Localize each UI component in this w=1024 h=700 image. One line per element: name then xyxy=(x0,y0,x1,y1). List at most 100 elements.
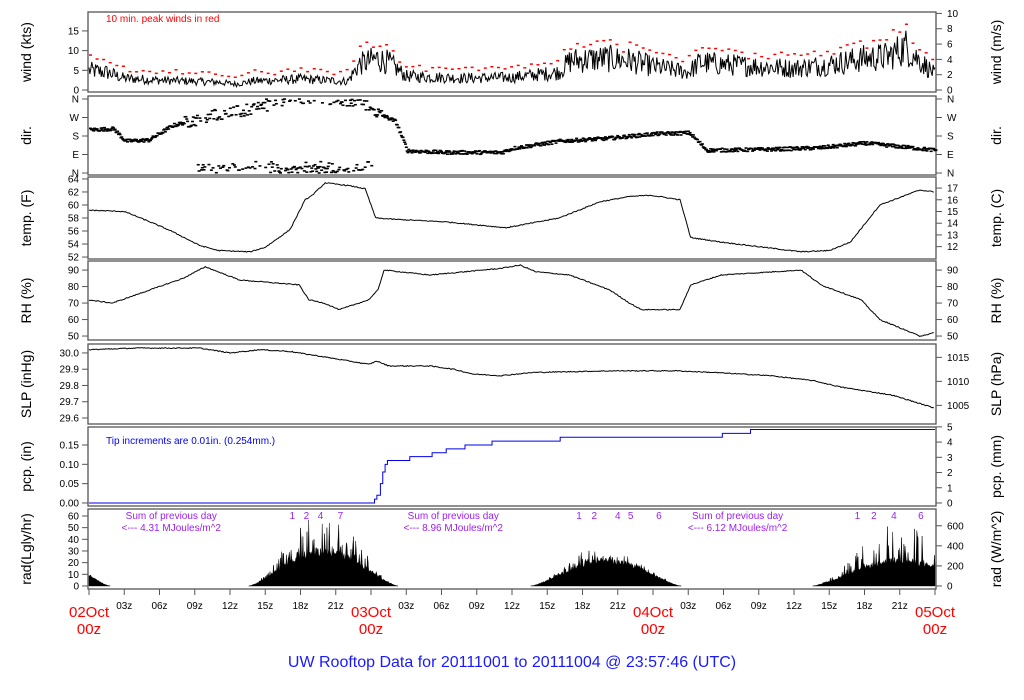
direction-point xyxy=(367,109,371,111)
direction-point xyxy=(450,153,454,155)
direction-point xyxy=(732,148,736,151)
direction-point xyxy=(205,118,209,121)
direction-point xyxy=(860,141,864,143)
direction-point xyxy=(796,147,800,149)
direction-point xyxy=(878,142,882,145)
direction-point xyxy=(391,120,395,122)
wind-speed-line xyxy=(88,30,936,89)
direction-point xyxy=(775,148,779,150)
direction-point xyxy=(228,166,232,169)
date-hour-label: 00z xyxy=(77,621,101,638)
left-tick-label: 10 xyxy=(68,46,80,57)
direction-point xyxy=(835,144,839,147)
direction-point xyxy=(411,149,415,152)
y-axis-label-left: rad(Lgly/hr) xyxy=(18,513,34,585)
right-tick-label: W xyxy=(947,113,957,124)
direction-point xyxy=(899,146,903,148)
right-tick-label: 15 xyxy=(947,207,959,218)
direction-point xyxy=(348,104,352,107)
left-tick-label: 50 xyxy=(68,523,80,534)
direction-point xyxy=(688,131,692,134)
left-tick-label: 60 xyxy=(68,200,80,211)
right-tick-label: 1005 xyxy=(947,401,970,412)
direction-point xyxy=(275,164,279,166)
direction-point xyxy=(561,139,565,142)
direction-point xyxy=(823,145,827,147)
temp-line xyxy=(88,182,934,253)
direction-point xyxy=(209,113,213,116)
right-tick-label: 50 xyxy=(947,332,959,343)
hour-tick-label: 09z xyxy=(469,601,485,612)
direction-point xyxy=(344,168,348,171)
direction-point xyxy=(386,117,390,120)
direction-point xyxy=(320,169,324,172)
direction-point xyxy=(365,100,369,102)
direction-point xyxy=(581,137,585,140)
left-tick-label: 0 xyxy=(73,86,79,97)
direction-point xyxy=(621,136,625,139)
direction-point xyxy=(862,143,866,146)
direction-point xyxy=(811,147,815,149)
direction-point xyxy=(831,143,835,146)
direction-point xyxy=(308,102,312,104)
direction-point xyxy=(390,117,394,120)
direction-point xyxy=(505,148,509,151)
direction-point xyxy=(130,140,134,143)
direction-point xyxy=(289,168,293,170)
direction-point xyxy=(166,126,170,129)
hour-tick-label: 03z xyxy=(116,601,132,612)
right-tick-label: 16 xyxy=(947,195,959,206)
direction-point xyxy=(548,141,552,144)
direction-point xyxy=(832,147,836,149)
direction-point xyxy=(520,146,524,148)
direction-point xyxy=(543,141,547,143)
direction-point xyxy=(258,165,262,167)
direction-point xyxy=(550,143,554,146)
hour-tick-label: 12z xyxy=(786,601,802,612)
direction-point xyxy=(644,135,648,137)
direction-point xyxy=(882,144,886,147)
direction-point xyxy=(925,150,929,152)
direction-point xyxy=(360,103,364,106)
left-tick-label: 52 xyxy=(68,253,80,264)
direction-point xyxy=(190,124,194,127)
direction-point xyxy=(180,123,184,125)
direction-point xyxy=(469,151,473,153)
direction-point xyxy=(809,148,813,151)
direction-point xyxy=(929,150,933,153)
direction-point xyxy=(124,139,128,142)
direction-point xyxy=(130,139,134,141)
direction-point xyxy=(106,128,110,130)
direction-point xyxy=(150,136,154,139)
direction-point xyxy=(382,114,386,116)
direction-point xyxy=(255,108,259,110)
direction-point xyxy=(245,103,249,106)
direction-point xyxy=(406,151,410,154)
direction-point xyxy=(352,169,356,172)
direction-point xyxy=(309,171,313,173)
direction-point xyxy=(427,150,431,153)
direction-point xyxy=(304,161,308,164)
radiation-sum-value: <--- 8.96 MJoules/m^2 xyxy=(404,523,504,534)
direction-point xyxy=(892,145,896,148)
direction-point xyxy=(117,132,121,135)
direction-point xyxy=(456,151,460,154)
hour-tick-label: 06z xyxy=(151,601,167,612)
direction-point xyxy=(207,163,211,166)
direction-point xyxy=(370,164,374,167)
direction-point xyxy=(905,147,909,149)
direction-point xyxy=(669,134,673,136)
direction-point xyxy=(135,138,139,141)
direction-point xyxy=(185,118,189,120)
direction-point xyxy=(566,140,570,142)
direction-point xyxy=(529,146,533,148)
left-tick-label: N xyxy=(72,95,79,106)
direction-point xyxy=(290,171,294,173)
direction-point xyxy=(769,148,773,151)
direction-point xyxy=(402,139,406,142)
radiation-sum-label: Sum of previous day xyxy=(126,511,217,522)
direction-point xyxy=(177,124,181,126)
direction-point xyxy=(475,153,479,155)
direction-point xyxy=(401,136,405,139)
direction-point xyxy=(687,133,691,136)
